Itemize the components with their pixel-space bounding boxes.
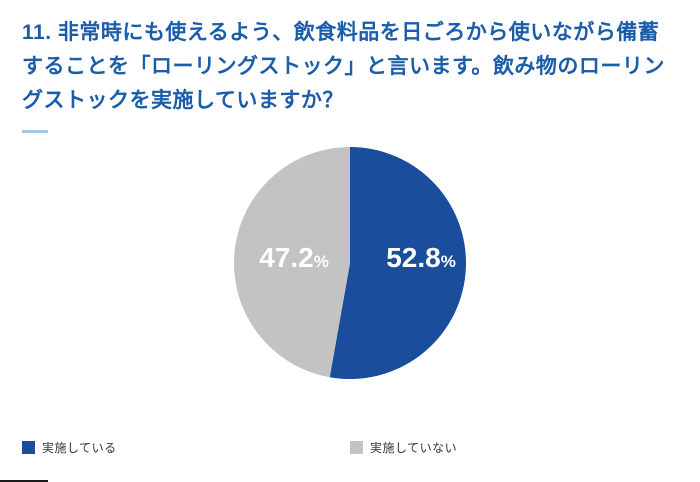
pie-slice-1 — [234, 147, 350, 378]
pie-slice-value: 47.2 — [259, 242, 314, 273]
legend-label: 実施している — [42, 441, 117, 455]
pie-chart: 52.8% 47.2% — [234, 147, 466, 379]
title-underline-dash — [22, 130, 48, 133]
percent-sign: % — [313, 252, 329, 271]
pie-slice-label-implementing: 52.8% — [386, 244, 456, 272]
pie-chart-svg — [234, 147, 466, 379]
legend-label: 実施していない — [370, 441, 458, 455]
pie-slice-value: 52.8 — [386, 242, 441, 273]
pie-slice-0 — [329, 147, 466, 379]
legend-swatch-not-implementing — [350, 441, 363, 454]
legend-item-not-implementing: 実施していない — [350, 439, 678, 456]
percent-sign: % — [440, 252, 456, 271]
partial-bottom-border — [0, 480, 48, 482]
chart-legend: 実施している 実施していない — [0, 439, 700, 456]
pie-slice-label-not-implementing: 47.2% — [259, 244, 329, 272]
legend-item-implementing: 実施している — [22, 439, 350, 456]
chart-title: 11. 非常時にも使えるよう、飲食料品を日ごろから使いながら備蓄することを「ロー… — [22, 21, 665, 112]
legend-swatch-implementing — [22, 441, 35, 454]
